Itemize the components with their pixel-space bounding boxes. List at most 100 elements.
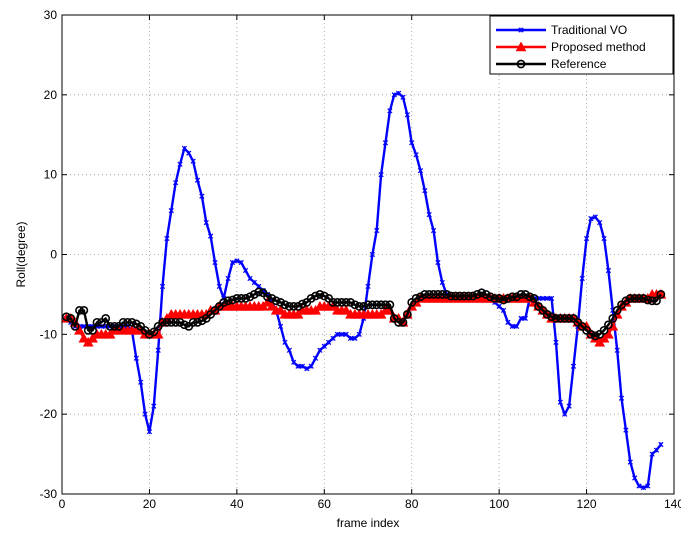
data-point [586,329,596,339]
data-point [398,317,408,327]
data-point [291,359,297,365]
data-point [409,140,415,146]
data-point [79,305,89,315]
data-point [424,290,434,299]
data-point [78,332,90,343]
data-point [653,447,660,453]
data-point [579,275,585,282]
data-point [512,292,522,302]
data-point [186,150,192,156]
data-point [159,283,166,290]
y-tick-label: 20 [44,88,58,102]
data-point [520,290,530,299]
data-point [395,90,402,96]
x-tick-label: 140 [664,497,681,511]
data-point [242,267,249,274]
data-point [562,411,568,417]
data-point [289,301,299,311]
data-point [416,292,425,302]
data-point [127,317,137,327]
data-point [151,403,157,409]
y-axis-label: Roll(degree) [14,221,28,287]
y-tick-label: 30 [44,8,58,22]
data-point [359,301,369,311]
data-point [208,233,214,239]
data-point [188,317,198,327]
legend-entries: Traditional VO Proposed method Reference [496,23,646,71]
data-point [229,259,236,266]
data-point [551,313,561,323]
data-point [354,301,364,311]
y-tick-label: -20 [40,407,58,421]
data-point [599,325,609,335]
data-point [293,301,303,311]
data-point [522,315,528,321]
data-point [590,331,600,341]
data-point [505,319,511,325]
data-point [468,291,478,301]
data-point [604,320,613,330]
x-tick-label: 60 [318,497,332,511]
data-point [639,294,648,303]
data-point [92,317,102,327]
data-point [254,287,264,297]
plot-area [62,15,674,494]
y-tick-label: 10 [44,168,58,182]
data-point [514,323,520,329]
data-point [564,313,574,323]
data-point [503,294,513,303]
data-point [494,294,504,303]
data-point [658,441,664,448]
data-point [643,295,653,305]
data-point [547,312,556,322]
data-point [640,484,647,491]
data-point [228,295,237,305]
data-point [570,363,577,369]
data-point [430,227,437,234]
data-point [422,188,428,194]
data-point [175,317,185,327]
data-point [652,296,661,306]
data-point [346,297,355,307]
data-point [245,292,255,302]
data-point [284,301,294,311]
data-point [251,279,257,286]
data-point [490,294,500,303]
data-point [548,295,555,302]
axis-ticks: 0 20 40 60 80 100 120 140 -30 -20 -10 0 10 20 30 [40,8,681,511]
data-point [219,297,229,307]
data-point [516,290,526,299]
data-point [435,259,441,266]
data-point [477,288,487,298]
data-point [299,363,306,369]
data-point [282,339,288,345]
data-point [295,363,301,369]
data-point [145,329,154,339]
data-point [88,325,97,335]
data-point [555,313,565,323]
data-point [553,339,559,345]
data-point [105,321,115,331]
data-point [518,315,524,321]
data-point [529,294,539,303]
data-point [312,355,319,361]
data-point [276,297,285,307]
legend-entry: Proposed method [496,40,646,54]
data-point [158,317,167,327]
data-point [131,319,141,329]
data-point [625,294,635,303]
data-point [352,335,358,341]
data-point [378,172,384,178]
data-point [420,290,430,299]
data-point [168,207,174,214]
data-point [326,339,332,345]
data-point [306,294,316,303]
data-point [199,193,205,199]
data-point [618,395,625,401]
data-point [608,313,618,323]
data-point [319,291,329,301]
data-point [197,316,207,326]
data-point [605,267,612,274]
data-point [544,295,550,302]
